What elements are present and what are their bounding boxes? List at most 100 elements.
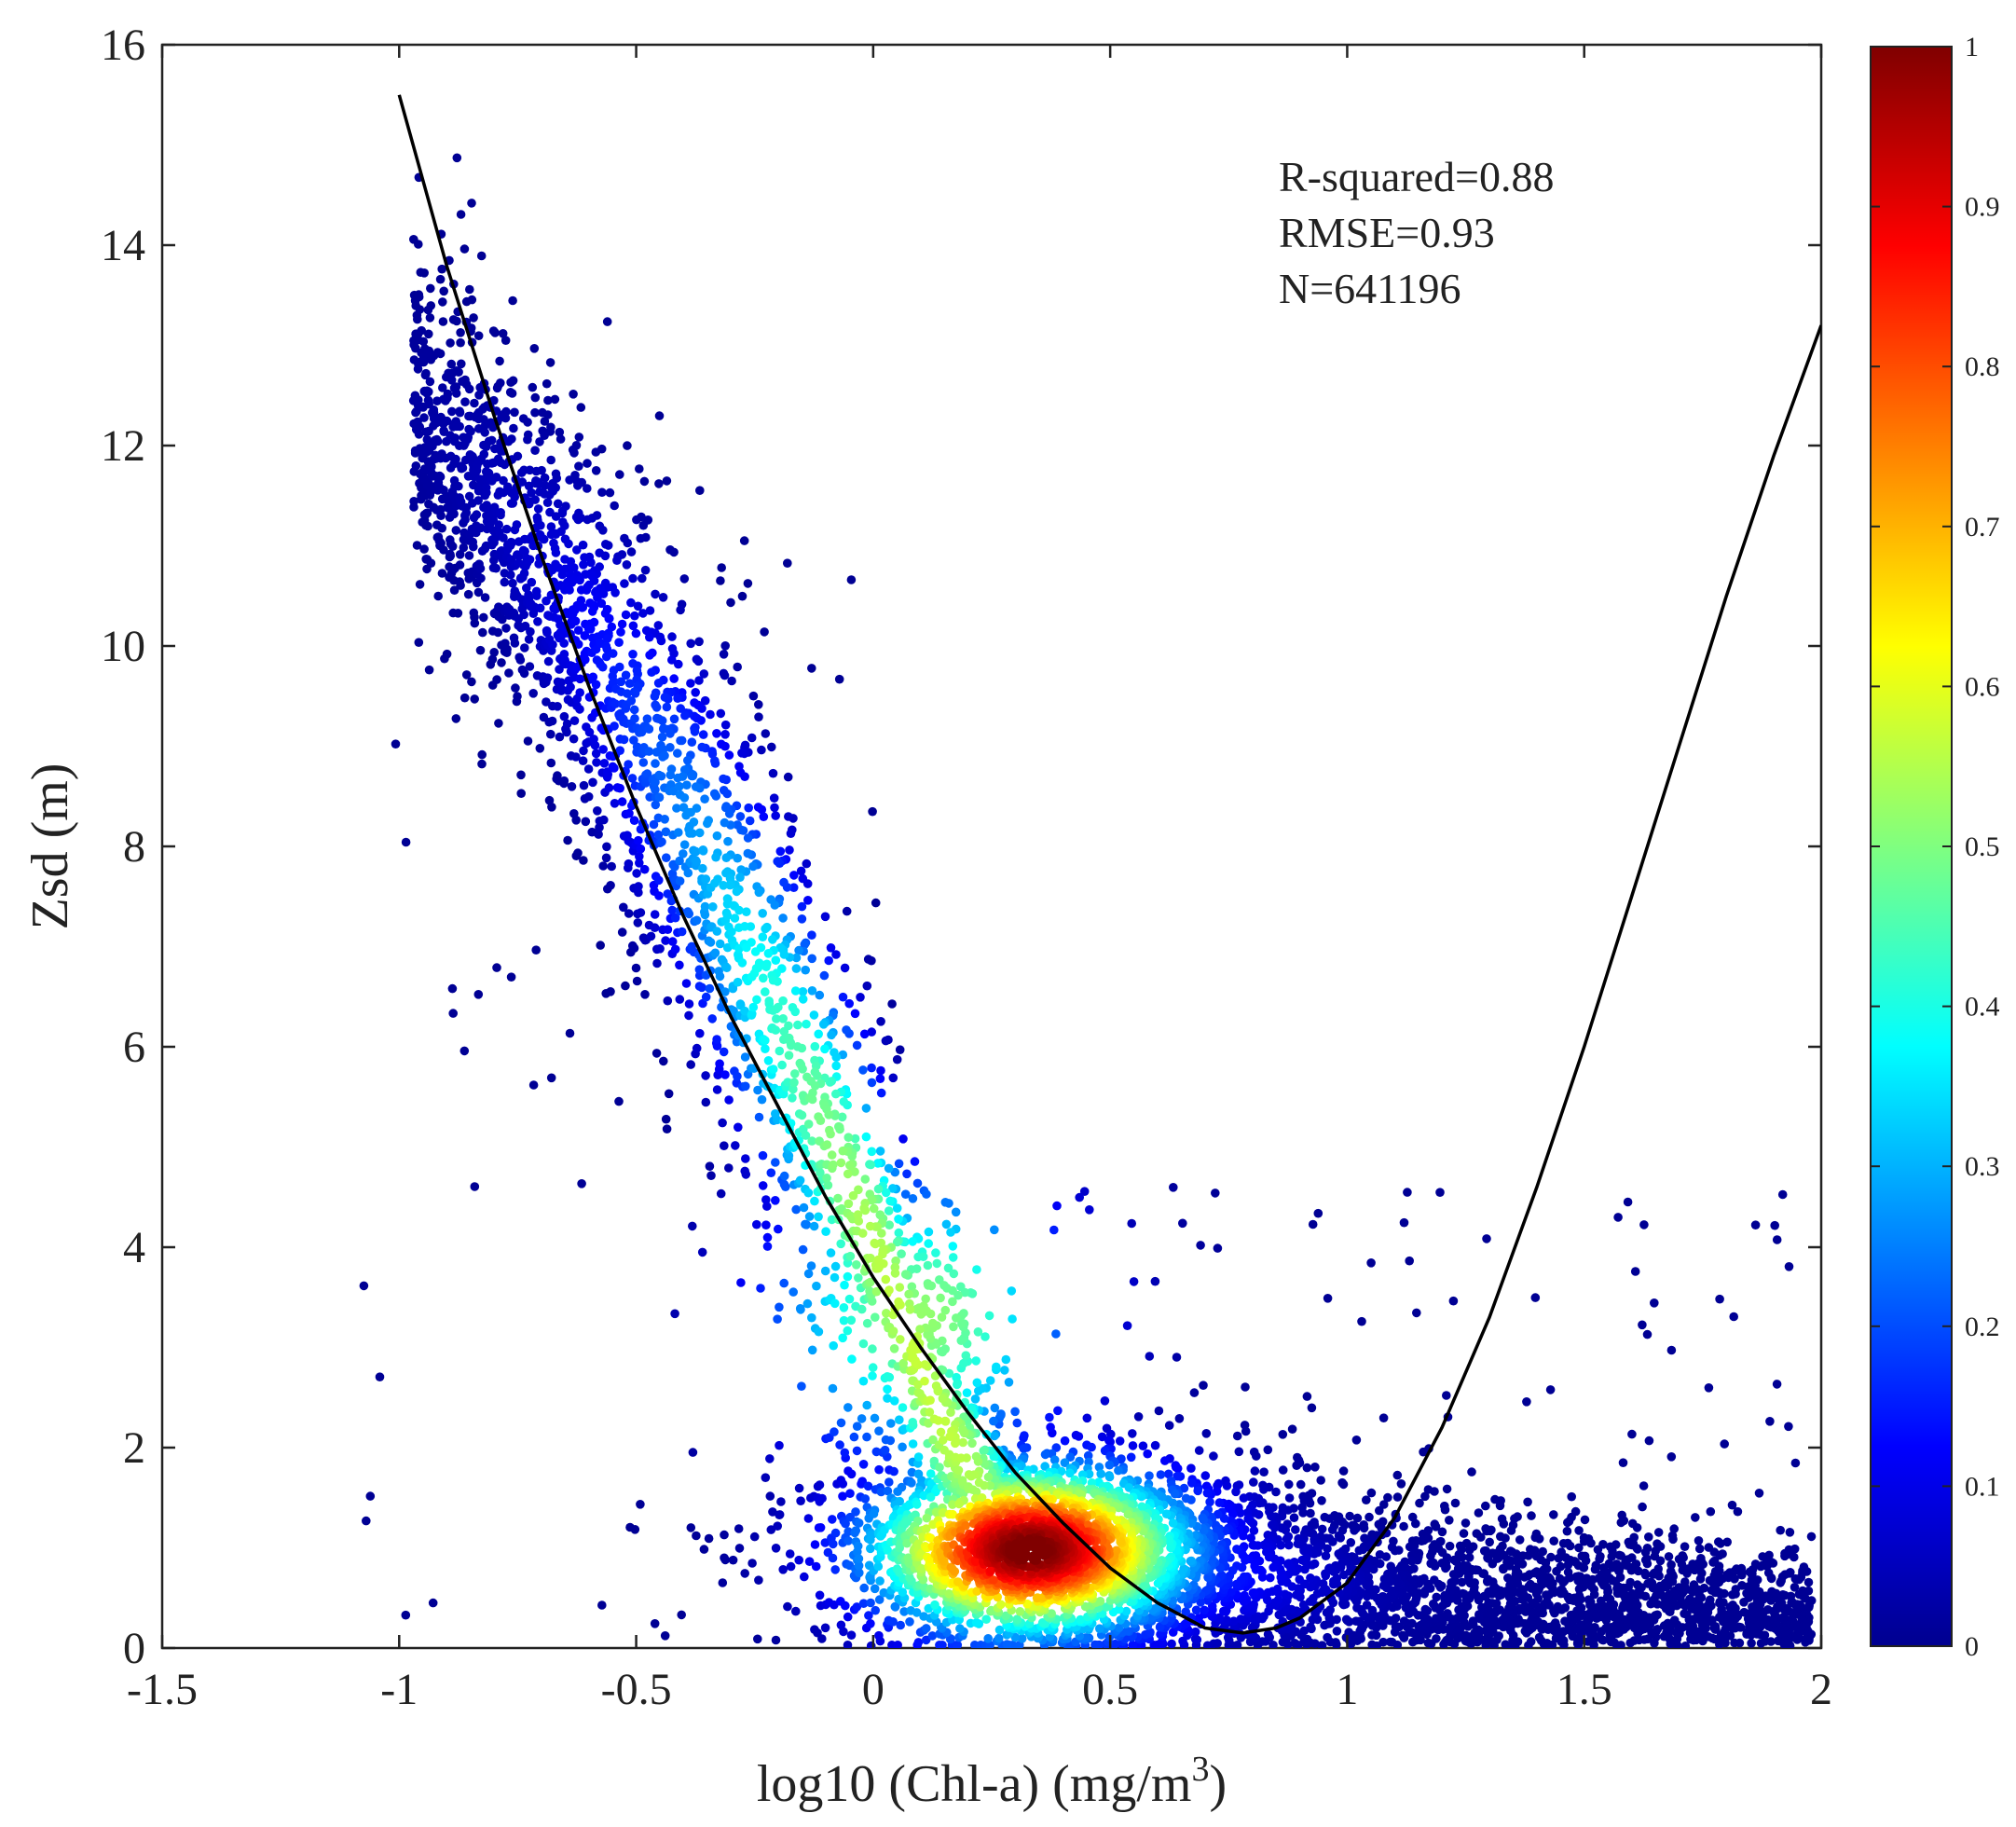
scatter-point [791, 953, 802, 963]
scatter-point [1432, 1634, 1441, 1643]
scatter-point [1584, 1595, 1594, 1604]
scatter-point [1040, 1462, 1049, 1471]
scatter-point [1545, 1385, 1556, 1394]
scatter-point [522, 584, 531, 593]
scatter-point [717, 563, 726, 572]
scatter-point [593, 806, 602, 816]
scatter-point [1481, 1501, 1490, 1511]
scatter-point [470, 1182, 480, 1191]
scatter-point [1496, 1532, 1505, 1542]
scatter-point [543, 395, 553, 405]
scatter-point [905, 1617, 914, 1627]
scatter-point [941, 1219, 952, 1229]
scatter-point [1431, 1522, 1441, 1532]
scatter-point [717, 739, 726, 749]
scatter-point [426, 558, 436, 568]
scatter-point [902, 1169, 912, 1179]
scatter-point [1574, 1543, 1584, 1553]
scatter-point [753, 963, 763, 973]
scatter-point [747, 1559, 757, 1568]
scatter-point [784, 812, 793, 821]
scatter-point [1440, 1504, 1450, 1515]
scatter-point [779, 1171, 789, 1181]
scatter-point [636, 908, 646, 917]
scatter-point [1379, 1500, 1389, 1509]
scatter-point [652, 713, 662, 723]
scatter-point [576, 403, 586, 412]
scatter-point [1794, 1589, 1804, 1600]
scatter-point [473, 496, 483, 505]
scatter-point [883, 1545, 892, 1555]
scatter-point [619, 735, 629, 745]
scatter-point [752, 995, 761, 1005]
scatter-point [606, 881, 615, 890]
scatter-point [589, 735, 598, 744]
scatter-point [694, 637, 704, 647]
scatter-point [726, 598, 735, 608]
scatter-point [1079, 1187, 1090, 1196]
scatter-point [433, 532, 444, 542]
scatter-point [768, 935, 777, 944]
scatter-point [1391, 1545, 1400, 1556]
scatter-point [861, 1132, 871, 1142]
scatter-point [807, 1345, 817, 1355]
scatter-point [1445, 1541, 1455, 1551]
scatter-point [862, 1432, 871, 1442]
scatter-point [607, 861, 616, 872]
scatter-point [752, 1219, 761, 1229]
scatter-point [654, 411, 665, 420]
scatter-point [830, 1298, 840, 1309]
scatter-point [1530, 1532, 1541, 1543]
scatter-point [1199, 1381, 1208, 1390]
scatter-point [727, 676, 736, 686]
scatter-point [494, 520, 503, 529]
scatter-point [1474, 1508, 1484, 1518]
scatter-point [456, 328, 465, 337]
scatter-point [798, 873, 808, 884]
scatter-point [733, 853, 742, 863]
scatter-point [830, 1261, 841, 1271]
scatter-point [744, 803, 753, 813]
scatter-point [876, 1487, 886, 1497]
scatter-point [604, 613, 614, 624]
scatter-point [1669, 1615, 1680, 1625]
scatter-point [569, 809, 579, 818]
scatter-point [553, 771, 562, 780]
scatter-point [1666, 1452, 1677, 1462]
scatter-point [1156, 1470, 1166, 1479]
scatter-point [724, 1163, 734, 1173]
scatter-point [1205, 1497, 1214, 1507]
scatter-point [907, 1478, 916, 1488]
scatter-point [900, 1189, 911, 1199]
scatter-point [1607, 1552, 1616, 1561]
scatter-point [581, 570, 590, 579]
scatter-point [1364, 1588, 1373, 1598]
scatter-point [1766, 1573, 1776, 1584]
scatter-point [575, 705, 584, 714]
scatter-point [899, 1607, 909, 1616]
scatter-point [692, 1531, 701, 1541]
scatter-point [413, 314, 422, 324]
scatter-point [551, 548, 561, 557]
scatter-point [1549, 1536, 1558, 1545]
scatter-point [1714, 1613, 1724, 1622]
scatter-point [692, 654, 702, 665]
scatter-point [754, 712, 763, 721]
scatter-point [391, 739, 401, 749]
scatter-point [740, 1006, 749, 1016]
scatter-point [610, 763, 619, 773]
scatter-point [1236, 1614, 1245, 1624]
scatter-point [1378, 1581, 1389, 1590]
scatter-point [682, 780, 692, 790]
scatter-point [665, 729, 675, 738]
scatter-point [1186, 1463, 1196, 1473]
scatter-point [1232, 1545, 1241, 1554]
scatter-point [1474, 1610, 1484, 1619]
scatter-point [475, 645, 486, 655]
scatter-point [1345, 1511, 1354, 1521]
scatter-point [1756, 1639, 1766, 1648]
scatter-point [468, 537, 478, 547]
scatter-point [1325, 1605, 1335, 1614]
scatter-point [1392, 1492, 1403, 1502]
scatter-point [898, 1134, 908, 1144]
